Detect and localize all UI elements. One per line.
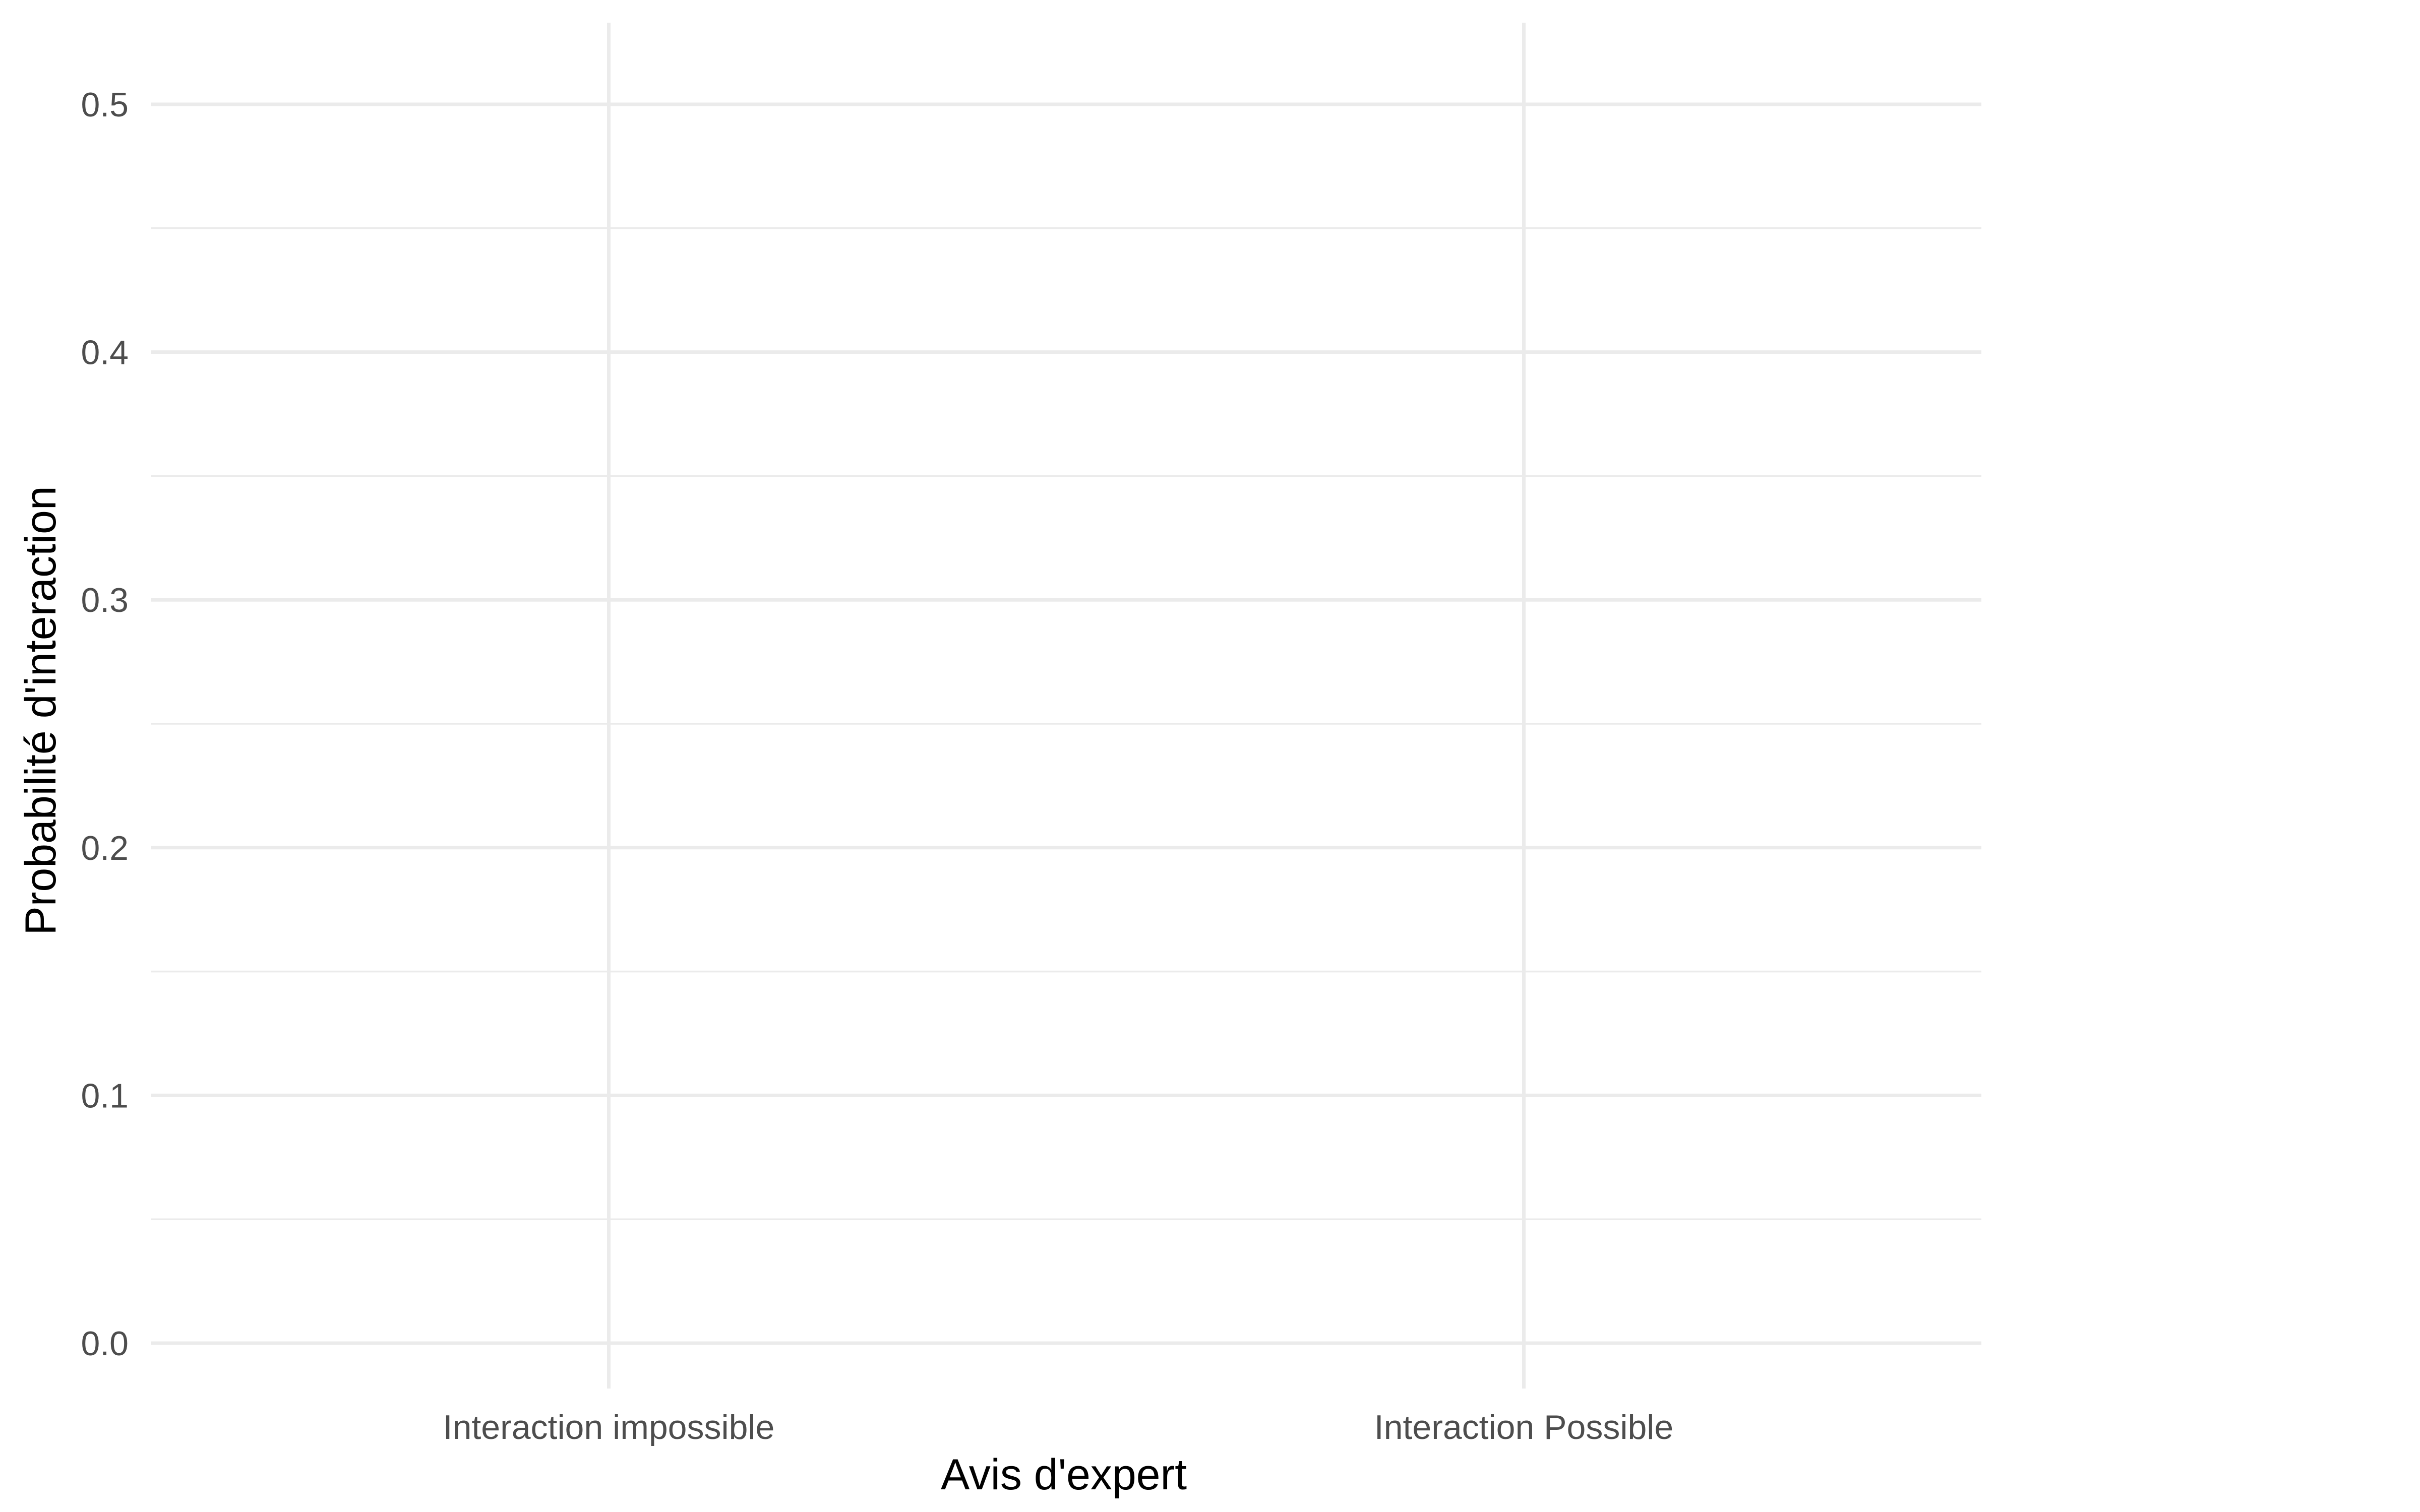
grid-layer	[151, 23, 1981, 1389]
y-tick-label: 0.2	[81, 829, 129, 867]
x-axis-ticks: Interaction impossible Interaction Possib…	[443, 1408, 1674, 1446]
y-axis-ticks: 0.0 0.1 0.2 0.3 0.4 0.5	[81, 86, 129, 1363]
y-tick-label: 0.4	[81, 334, 129, 372]
y-axis-title: Probabilité d'interaction	[17, 486, 65, 935]
y-tick-label: 0.0	[81, 1325, 129, 1363]
y-tick-label: 0.1	[81, 1077, 129, 1115]
y-tick-label: 0.3	[81, 581, 129, 619]
x-axis-title: Avis d'expert	[941, 1451, 1187, 1499]
x-tick-label: Interaction Possible	[1374, 1408, 1673, 1446]
y-tick-label: 0.5	[81, 86, 129, 124]
x-tick-label: Interaction impossible	[443, 1408, 775, 1446]
